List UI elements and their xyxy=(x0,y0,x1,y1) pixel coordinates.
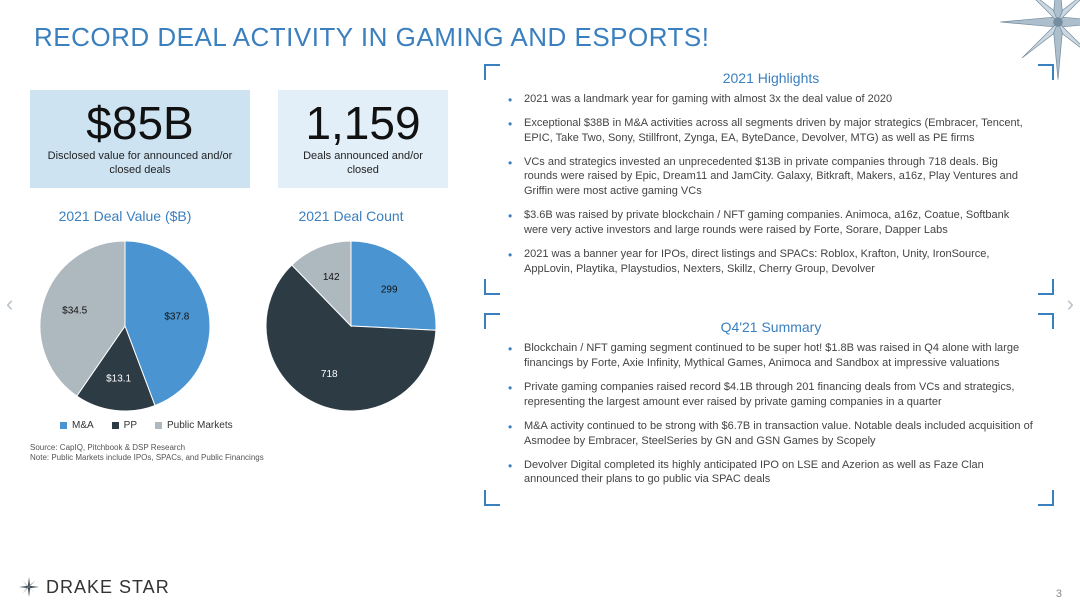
pie-chart-count: 299 718 142 xyxy=(256,232,446,412)
panel-q4-title: Q4'21 Summary xyxy=(504,319,1038,335)
stat-count-caption: Deals announced and/or closed xyxy=(292,150,434,178)
pie-slice-label: $34.5 xyxy=(62,305,87,316)
pie-slice-label: 718 xyxy=(321,368,338,379)
highlights-bullet: VCs and strategics invested an unprecede… xyxy=(522,155,1034,200)
chart-count-title: 2021 Deal Count xyxy=(256,208,446,224)
legend-label: Public Markets xyxy=(167,420,233,431)
stat-box-value: $85B Disclosed value for announced and/o… xyxy=(30,90,250,188)
highlights-bullet: 2021 was a banner year for IPOs, direct … xyxy=(522,247,1034,277)
footnote-source: Source: CapIQ, Pitchbook & DSP Research xyxy=(30,443,470,453)
legend-swatch xyxy=(60,422,67,429)
legend-item: M&A xyxy=(60,420,94,431)
page-title: RECORD DEAL ACTIVITY IN GAMING AND ESPOR… xyxy=(34,22,1050,53)
pie-slice-label: $37.8 xyxy=(164,311,189,322)
q4-bullet: Private gaming companies raised record $… xyxy=(522,380,1034,410)
legend-label: PP xyxy=(124,420,137,431)
panel-highlights-title: 2021 Highlights xyxy=(504,70,1038,86)
legend-swatch xyxy=(112,422,119,429)
stat-count-amount: 1,159 xyxy=(292,100,434,146)
highlights-bullet: Exceptional $38B in M&A activities acros… xyxy=(522,116,1034,146)
q4-bullet: Blockchain / NFT gaming segment continue… xyxy=(522,341,1034,371)
legend-swatch xyxy=(155,422,162,429)
highlights-bullet: 2021 was a landmark year for gaming with… xyxy=(522,92,1034,107)
brand-logo-text: DRAKE STAR xyxy=(46,577,170,598)
left-column: $85B Disclosed value for announced and/o… xyxy=(30,90,470,463)
page-number: 3 xyxy=(1056,588,1062,600)
stat-value-amount: $85B xyxy=(44,100,236,146)
right-column: 2021 Highlights 2021 was a landmark year… xyxy=(484,64,1054,524)
legend-item: Public Markets xyxy=(155,420,233,431)
pie-chart-value: $37.8 $13.1 $34.5 xyxy=(30,232,220,412)
panel-q4-summary: Q4'21 Summary Blockchain / NFT gaming se… xyxy=(484,313,1054,506)
stat-box-count: 1,159 Deals announced and/or closed xyxy=(278,90,448,188)
pie-slice-label: 299 xyxy=(381,284,398,295)
highlights-bullet: $3.6B was raised by private blockchain /… xyxy=(522,208,1034,238)
q4-bullet: M&A activity continued to be strong with… xyxy=(522,419,1034,449)
prev-slide-chevron[interactable]: ‹ xyxy=(6,291,13,317)
stat-value-caption: Disclosed value for announced and/or clo… xyxy=(44,150,236,178)
brand-logo: DRAKE STAR xyxy=(18,576,170,598)
chart-value-block: 2021 Deal Value ($B) $37.8 $13.1 $34.5 xyxy=(30,208,220,412)
pie-slice-label: 142 xyxy=(323,272,340,283)
footnote-note: Note: Public Markets include IPOs, SPACs… xyxy=(30,453,470,463)
panel-2021-highlights: 2021 Highlights 2021 was a landmark year… xyxy=(484,64,1054,295)
chart-value-title: 2021 Deal Value ($B) xyxy=(30,208,220,224)
legend-item: PP xyxy=(112,420,137,431)
chart-legend: M&A PP Public Markets xyxy=(30,420,470,431)
next-slide-chevron[interactable]: › xyxy=(1067,291,1074,317)
pie-slice-label: $13.1 xyxy=(106,373,131,384)
star-icon xyxy=(18,576,40,598)
legend-label: M&A xyxy=(72,420,94,431)
q4-bullet: Devolver Digital completed its highly an… xyxy=(522,458,1034,488)
chart-count-block: 2021 Deal Count 299 718 142 xyxy=(256,208,446,412)
